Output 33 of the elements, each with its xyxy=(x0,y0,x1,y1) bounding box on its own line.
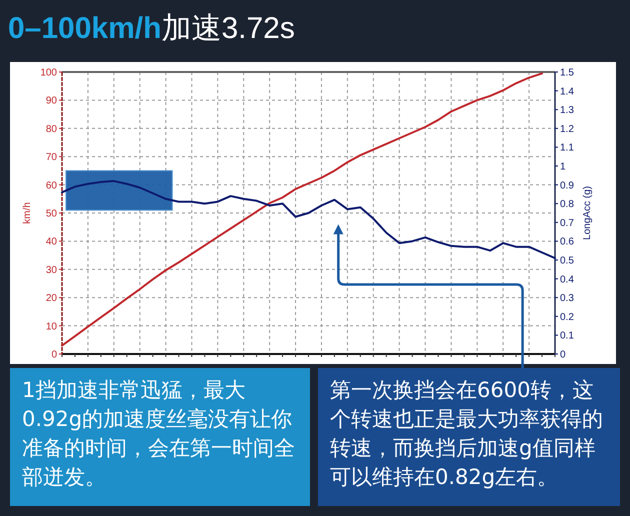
y-axis-title: km/h xyxy=(22,202,33,224)
y2-tick-label: 1.5 xyxy=(560,68,574,78)
y-tick-label: 100 xyxy=(40,68,58,78)
y2-tick-label: 0.4 xyxy=(560,274,574,286)
y2-tick-label: 1.1 xyxy=(560,142,574,154)
y2-tick-label: 1.2 xyxy=(560,124,574,135)
y-tick-label: 40 xyxy=(46,236,58,248)
y2-tick-label: 0.2 xyxy=(560,312,574,323)
y-tick-label: 70 xyxy=(46,152,58,164)
line-series xyxy=(61,72,544,347)
y2-tick-label: 0.3 xyxy=(560,293,574,304)
y2-tick-label: 0.6 xyxy=(560,236,574,248)
y2-tick-label: 0.1 xyxy=(560,330,574,342)
y-tick-label: 30 xyxy=(46,264,58,276)
y2-tick-label: 0.9 xyxy=(560,180,574,192)
y2-tick-label: 1.4 xyxy=(560,86,574,98)
y-tick-label: 80 xyxy=(46,124,58,135)
text: 第一次换挡会在6600转，这个转速也正是最大功率获得的转速，而换挡后加速g值同样可以维持在0.82g左右。 xyxy=(318,368,620,506)
y2-axis-title: LongAcc (g) xyxy=(582,186,593,240)
chart-title: 0–100km/h加速3.72s xyxy=(8,12,295,45)
y-tick-label: 10 xyxy=(46,321,58,332)
y-tick-label: 0 xyxy=(51,350,58,360)
y2-tick-label: 1 xyxy=(560,162,566,172)
y-tick-label: 90 xyxy=(46,96,58,107)
y2-tick-label: 0.8 xyxy=(560,199,574,210)
y2-tick-label: 1.3 xyxy=(560,105,574,116)
y-tick-label: 20 xyxy=(46,293,58,304)
y2-tick-label: 0.7 xyxy=(560,218,574,229)
text: 1挡加速非常迅猛，最大0.92g的加速度丝毫没有让你准备的时间，会在第一时间全部迸发。 xyxy=(10,368,310,506)
y2-tick-label: 0.5 xyxy=(560,256,574,266)
y-tick-label: 60 xyxy=(46,180,58,192)
y-tick-label: 50 xyxy=(46,208,58,220)
y2-tick-label: 0 xyxy=(560,350,566,360)
